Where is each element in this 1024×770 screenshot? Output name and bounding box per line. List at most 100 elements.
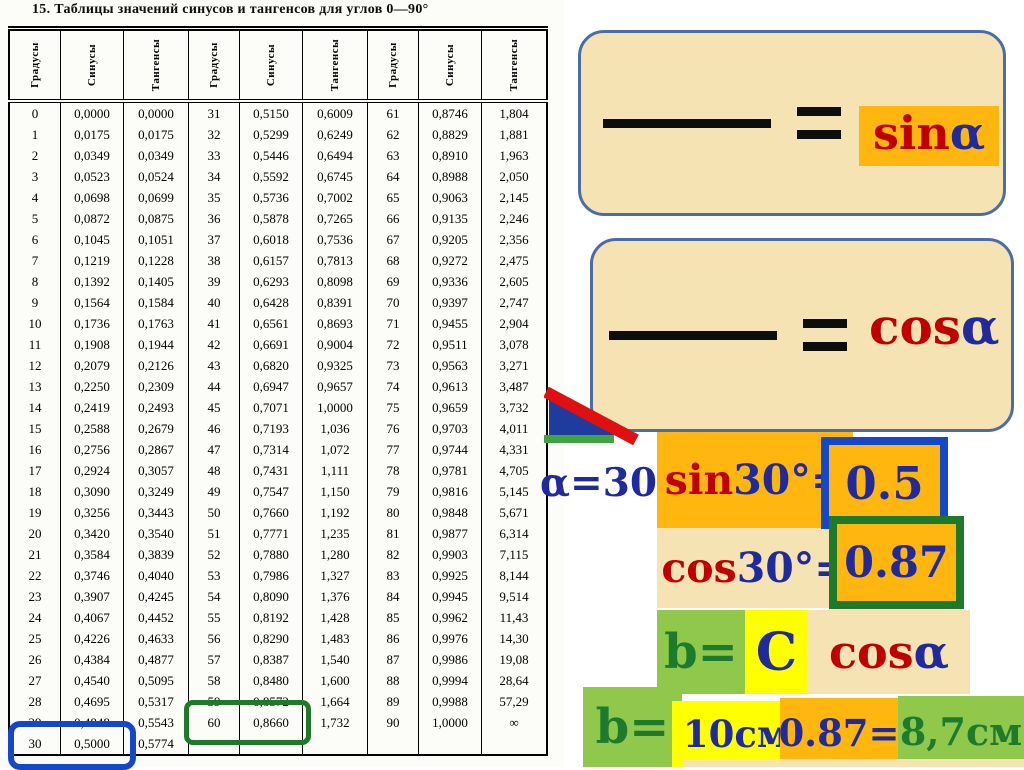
cell-degrees: 88 [367,670,419,691]
cell-degrees: 26 [8,649,61,670]
cell-tangent: 1,327 [302,565,368,586]
cell-sine: 0,6157 [239,250,303,271]
cell-tangent: 0,9657 [302,376,368,397]
cell-degrees: 77 [367,439,419,460]
cell-tangent: 1,664 [302,691,368,712]
cell-tangent: 0,4245 [123,586,189,607]
cell-tangent: 1,804 [481,101,547,124]
cell-sine: 0,9925 [418,565,482,586]
cell-sine: 0,9455 [418,313,482,334]
cell-sine: 0,5150 [239,101,303,124]
cell-sine: 0,6561 [239,313,303,334]
table-row: 9 0,1564 0,1584 40 0,6428 0,8391 70 0,9397 2,747 [8,292,547,313]
cell-degrees: 63 [367,145,419,166]
cell-degrees: 56 [188,628,240,649]
cell-tangent: 0,8098 [302,271,368,292]
cell-tangent [481,733,547,755]
cell-sine: 0,1736 [60,313,124,334]
cell-tangent: 0,1051 [123,229,189,250]
cos-alpha-label: cosα [869,296,1000,356]
cell-degrees [367,733,419,755]
table-header: Градусы Синусы Тангенсы Градусы Синусы Т… [8,28,547,103]
cell-tangent: 0,0349 [123,145,189,166]
cell-sine: 0,6820 [239,355,303,376]
cell-tangent: 0,0875 [123,208,189,229]
header-sines: Синусы [60,28,124,103]
table-row: 8 0,1392 0,1405 39 0,6293 0,8098 69 0,9336 2,605 [8,271,547,292]
fraction-bar [609,330,777,340]
cell-degrees: 22 [8,565,61,586]
cell-sine: 0,8988 [418,166,482,187]
cell-sine: 0,7314 [239,439,303,460]
cell-degrees: 87 [367,649,419,670]
cell-degrees: 80 [367,502,419,523]
header-degrees: Градусы [188,28,240,103]
table-row: 12 0,2079 0,2126 43 0,6820 0,9325 73 0,9563 3,27… [8,355,547,376]
cell-tangent: 2,747 [481,292,547,313]
table-row: 16 0,2756 0,2867 47 0,7314 1,072 77 0,9744 4,331 [8,439,547,460]
cell-sine: 0,2924 [60,460,124,481]
table-row: 15 0,2588 0,2679 46 0,7193 1,036 76 0,9703 4,011 [8,418,547,439]
cell-degrees: 32 [188,124,240,145]
cell-sine: 0,1045 [60,229,124,250]
cell-tangent: 1,150 [302,481,368,502]
cell-degrees: 45 [188,397,240,418]
cell-tangent: 2,145 [481,187,547,208]
cell-tangent: 0,6249 [302,124,368,145]
cell-sine: 0,9511 [418,334,482,355]
cell-tangent: 3,078 [481,334,547,355]
cell-degrees: 71 [367,313,419,334]
cell-degrees: 18 [8,481,61,502]
cell-sine: 0,9877 [418,523,482,544]
cell-sine: 0,7431 [239,460,303,481]
cell-tangent: 0,5774 [123,733,189,755]
cell-degrees: 67 [367,229,419,250]
cell-degrees: 68 [367,250,419,271]
cell-degrees: 44 [188,376,240,397]
table-row: 5 0,0872 0,0875 36 0,5878 0,7265 66 0,9135 2,246 [8,208,547,229]
cell-sine: 0,8480 [239,670,303,691]
cell-tangent: 0,1944 [123,334,189,355]
cell-sine: 0,6018 [239,229,303,250]
cell-tangent: 0,4040 [123,565,189,586]
right-triangle-icon [544,386,639,446]
cell-degrees: 51 [188,523,240,544]
table-row: 3 0,0523 0,0524 34 0,5592 0,6745 64 0,8988 2,050 [8,166,547,187]
cos-value: 0.87= [778,698,900,767]
cell-sine: 0,2250 [60,376,124,397]
cell-sine: 0,5736 [239,187,303,208]
table-title: 15. Таблицы значений синусов и тангенсов… [32,2,429,17]
cell-sine: 0,6428 [239,292,303,313]
cell-tangent: 0,0000 [123,101,189,124]
cell-sine: 0,9563 [418,355,482,376]
cell-tangent: 1,963 [481,145,547,166]
cell-tangent: 1,600 [302,670,368,691]
cell-sine: 0,5299 [239,124,303,145]
cell-sine: 0,9272 [418,250,482,271]
cell-tangent: 0,3443 [123,502,189,523]
cell-degrees: 10 [8,313,61,334]
sin-alpha-label: sinα [859,106,1000,166]
cell-sine: 0,1564 [60,292,124,313]
header-tangents: Тангенсы [123,28,189,103]
table-row: 19 0,3256 0,3443 50 0,7660 1,192 80 0,9848 5,671 [8,502,547,523]
cell-tangent: 0,2309 [123,376,189,397]
header-sines: Синусы [418,28,482,103]
cell-sine: 0,2588 [60,418,124,439]
equals-sign [797,107,841,139]
angle-value-label: α=30° [540,460,677,506]
equals-sign [803,319,847,351]
cell-degrees: 28 [8,691,61,712]
sin-formula-box: sinα [578,30,1006,216]
cell-tangent: 0,1228 [123,250,189,271]
cell-degrees: 2 [8,145,61,166]
cell-sine: 0,4848 [60,712,124,733]
cell-sine: 0,6947 [239,376,303,397]
cell-sine: 0,4067 [60,607,124,628]
table-row: 29 0,4848 0,5543 60 0,8660 1,732 90 1,0000 ∞ [8,712,547,733]
cell-sine: 0,6691 [239,334,303,355]
cell-tangent: 0,6494 [302,145,368,166]
cell-degrees: 89 [367,691,419,712]
cell-sine: 0,2419 [60,397,124,418]
table-row: 14 0,2419 0,2493 45 0,7071 1,0000 75 0,9659 3,73… [8,397,547,418]
